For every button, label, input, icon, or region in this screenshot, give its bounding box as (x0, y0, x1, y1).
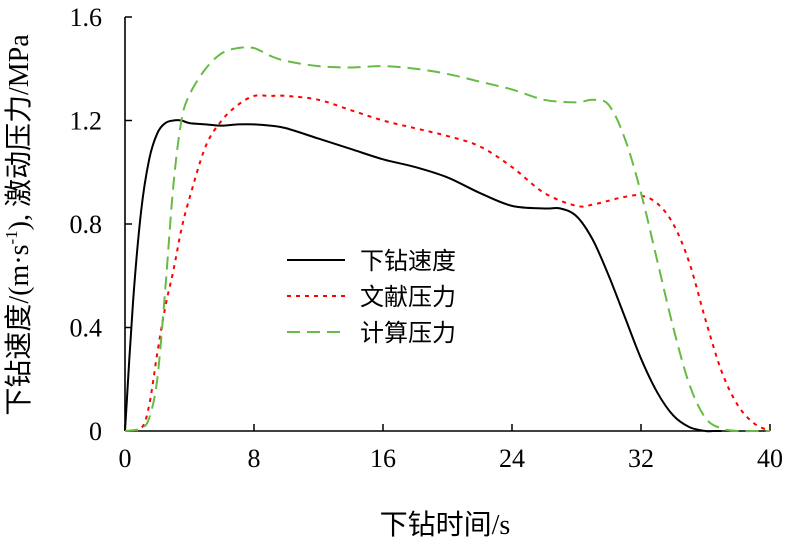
series-line-literature-pressure (124, 94, 771, 433)
y-tick-label: 0.8 (70, 210, 103, 239)
axes: 0 8 16 24 32 40 0 0.4 0.8 1.2 1.6 (70, 3, 784, 473)
y-tick-label: 0 (89, 417, 102, 446)
y-tick-label: 1.6 (70, 3, 103, 32)
x-tick-label: 40 (757, 444, 783, 473)
y-tick-label: 0.4 (70, 314, 103, 343)
x-tick-label: 0 (119, 444, 132, 473)
y-tick-label: 1.2 (70, 107, 103, 136)
series-layer (124, 46, 771, 433)
x-tick-label: 32 (628, 444, 654, 473)
series-line-drill-speed (124, 119, 722, 433)
legend-label-computed-pressure: 计算压力 (360, 320, 456, 347)
x-axis-title: 下钻时间/s (380, 509, 511, 541)
y-axis-title-rest: ), 激动压力/MPa (3, 34, 35, 231)
y-axis-title-superscript: -1 (2, 230, 21, 244)
y-axis-title: 下钻速度/(m·s-1), 激动压力/MPa (2, 34, 35, 416)
legend-label-drill-speed: 下钻速度 (360, 248, 456, 275)
legend-label-literature-pressure: 文献压力 (360, 284, 456, 311)
series-line-computed-pressure (124, 46, 770, 433)
x-tick-label: 16 (370, 444, 396, 473)
y-axis-title-main: 下钻速度/(m·s (3, 245, 35, 416)
x-tick-label: 8 (248, 444, 261, 473)
x-tick-label: 24 (499, 444, 525, 473)
